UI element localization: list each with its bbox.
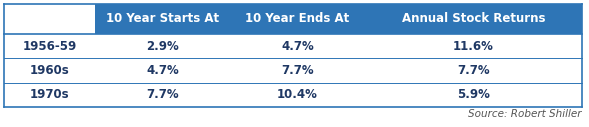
Text: 7.7%: 7.7%	[457, 64, 490, 77]
Text: 7.7%: 7.7%	[281, 64, 314, 77]
Text: 10.4%: 10.4%	[277, 88, 318, 101]
Text: 2.9%: 2.9%	[146, 40, 179, 53]
Text: 1956-59: 1956-59	[22, 40, 77, 53]
Text: 1960s: 1960s	[29, 64, 70, 77]
Bar	[95, 4, 582, 34]
Text: 1970s: 1970s	[29, 88, 70, 101]
Text: 5.9%: 5.9%	[457, 88, 490, 101]
Text: 4.7%: 4.7%	[146, 64, 179, 77]
Text: Annual Stock Returns: Annual Stock Returns	[402, 12, 545, 26]
Text: 10 Year Ends At: 10 Year Ends At	[246, 12, 350, 26]
Text: Source: Robert Shiller: Source: Robert Shiller	[468, 109, 582, 119]
Text: 4.7%: 4.7%	[281, 40, 314, 53]
Text: 11.6%: 11.6%	[453, 40, 494, 53]
Text: 10 Year Starts At: 10 Year Starts At	[106, 12, 219, 26]
Text: 7.7%: 7.7%	[146, 88, 179, 101]
